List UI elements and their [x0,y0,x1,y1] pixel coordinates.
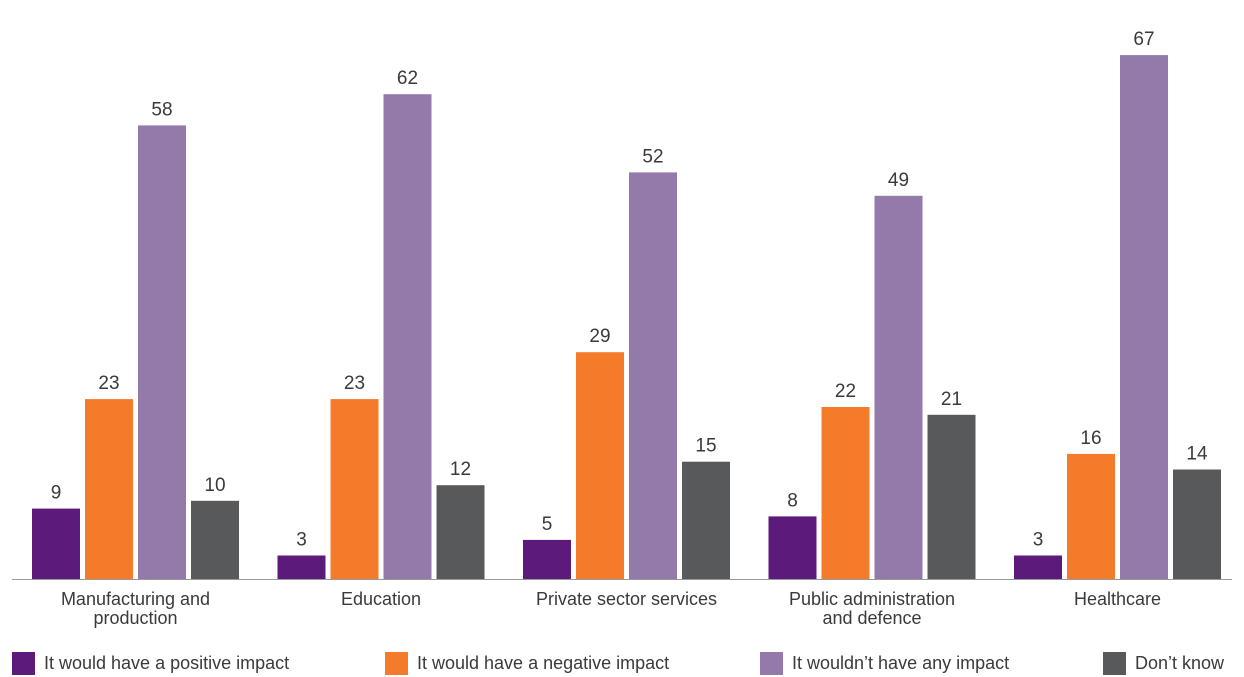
value-label-positive-1: 3 [296,530,307,551]
value-label-negative-2: 29 [589,326,610,347]
category-label-line: Healthcare [1074,589,1161,609]
legend-swatch-positive [12,652,35,675]
category-label-line: and defence [822,608,921,628]
category-label-3: Public administration and defence [789,589,955,628]
bar-negative-1 [330,399,379,579]
bar-positive-4 [1014,555,1062,579]
bar-positive-3 [768,516,817,579]
legend: It would have a positive impact It would… [0,650,1244,677]
value-label-no-impact-2: 52 [642,146,663,167]
bars-layer [32,55,1221,580]
value-label-negative-1: 23 [344,373,365,394]
bar-dont-know-0 [191,500,239,579]
bar-negative-0 [85,399,133,579]
value-label-dont-know-2: 15 [695,436,716,457]
category-label-4: Healthcare [1074,589,1161,609]
bar-dont-know-2 [682,461,730,579]
bar-negative-2 [576,352,624,579]
value-label-dont-know-4: 14 [1186,444,1208,465]
legend-label-positive: It would have a positive impact [44,653,290,673]
category-label-1: Education [341,589,421,609]
category-label-line: production [93,608,177,628]
bar-negative-4 [1067,453,1115,579]
value-label-dont-know-1: 12 [450,459,471,480]
value-label-no-impact-4: 67 [1133,29,1154,50]
category-label-0: Manufacturing and production [61,589,210,628]
value-label-positive-4: 3 [1033,530,1044,551]
bar-no-impact-4 [1120,55,1168,580]
category-label-line: Public administration [789,589,955,609]
legend-label-dont-know: Don’t know [1135,653,1225,673]
bar-no-impact-3 [874,195,923,580]
bar-dont-know-1 [436,485,485,579]
category-label-line: Private sector services [536,589,717,609]
legend-item-dont-know: Don’t know [1103,650,1224,677]
bar-no-impact-0 [138,125,186,580]
bar-chart: 9 23 58 10 3 23 62 12 5 29 52 15 8 22 49 21 3 16 67 14 Manu… [12,29,1232,628]
value-label-negative-4: 16 [1080,428,1101,449]
category-label-line: Manufacturing and [61,589,210,609]
bar-no-impact-1 [383,94,432,579]
bar-positive-0 [32,508,80,579]
value-label-positive-3: 8 [787,490,798,511]
legend-swatch-no-impact [760,652,783,675]
legend-item-no-impact: It wouldn’t have any impact [760,650,1009,677]
bar-no-impact-2 [629,172,677,579]
value-label-dont-know-3: 21 [941,389,962,410]
bar-positive-1 [277,555,326,579]
category-labels-layer: Manufacturing and production Education Priv… [61,589,1161,628]
category-label-line: Education [341,589,421,609]
legend-label-no-impact: It wouldn’t have any impact [792,653,1010,673]
value-label-no-impact-0: 58 [151,99,172,120]
legend-swatch-negative [385,652,408,675]
value-label-dont-know-0: 10 [204,475,225,496]
legend-label-negative: It would have a negative impact [417,653,670,673]
bar-negative-3 [821,407,870,579]
value-label-positive-0: 9 [51,483,62,504]
value-label-positive-2: 5 [542,514,553,535]
value-labels-layer: 9 23 58 10 3 23 62 12 5 29 52 15 8 22 49 21 3 16 67 14 [51,29,1208,550]
bar-positive-2 [523,539,571,579]
category-label-2: Private sector services [536,589,717,609]
value-label-negative-0: 23 [98,373,119,394]
value-label-no-impact-1: 62 [397,68,418,89]
value-label-negative-3: 22 [835,381,856,402]
legend-item-positive: It would have a positive impact [12,650,289,677]
bar-dont-know-4 [1173,469,1221,579]
value-label-no-impact-3: 49 [888,170,909,191]
legend-swatch-dont-know [1103,652,1126,675]
legend-item-negative: It would have a negative impact [385,650,669,677]
bar-dont-know-3 [927,414,976,579]
